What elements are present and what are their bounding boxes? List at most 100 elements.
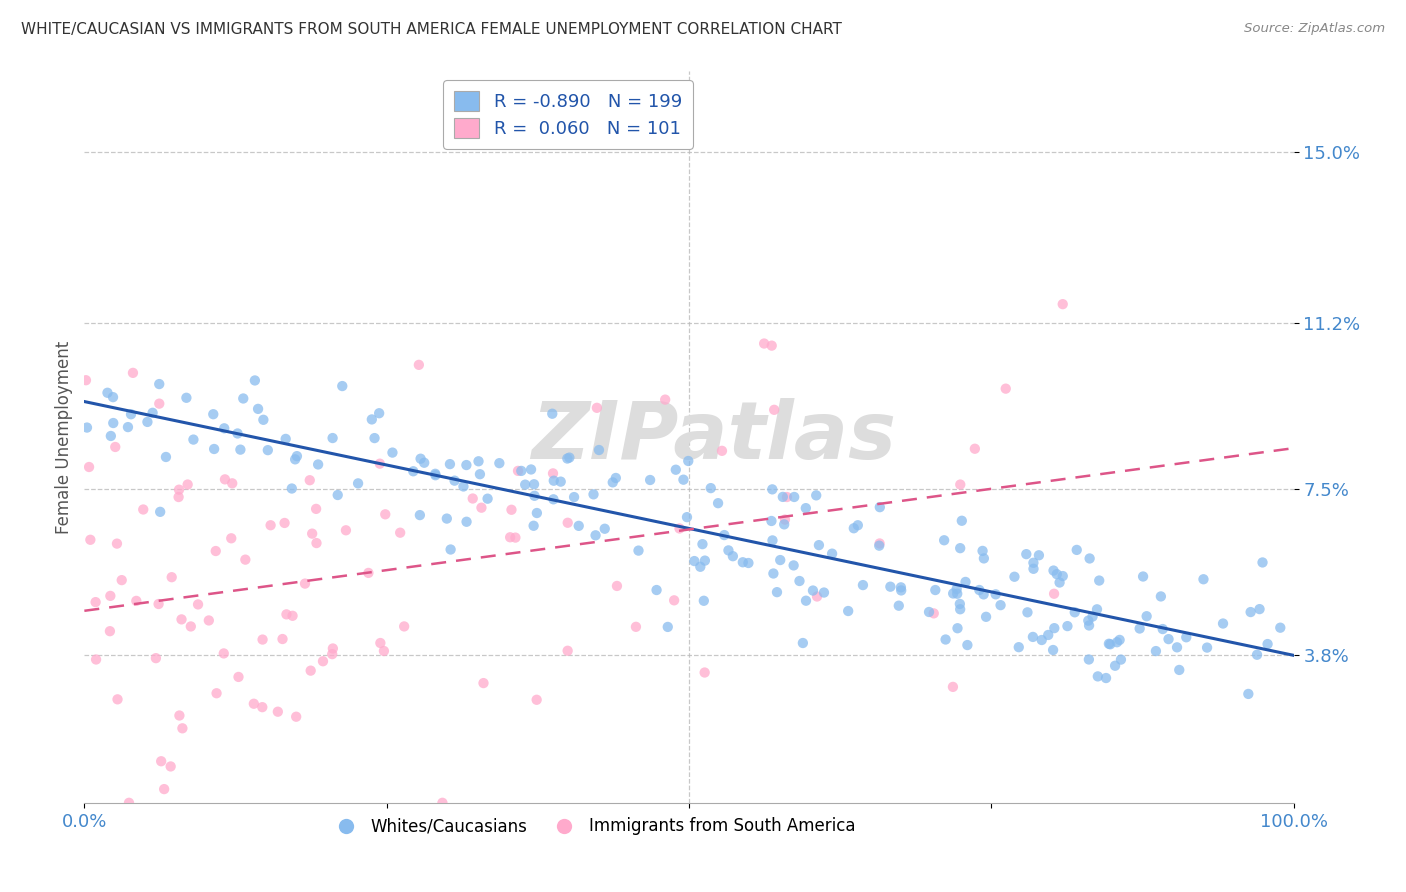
Point — [100, 429, 122, 443]
Point — [773, 512, 796, 526]
Point — [543, 492, 565, 507]
Point — [520, 462, 543, 476]
Point — [1081, 609, 1104, 624]
Point — [298, 473, 321, 487]
Point — [541, 467, 564, 481]
Point — [284, 452, 307, 467]
Point — [593, 522, 616, 536]
Point — [949, 597, 972, 611]
Point — [665, 463, 688, 477]
Point — [285, 709, 308, 723]
Point — [252, 632, 274, 647]
Point — [432, 796, 454, 810]
Point — [1088, 574, 1111, 588]
Point — [443, 474, 465, 488]
Point — [934, 533, 956, 548]
Point — [721, 549, 744, 564]
Point — [1257, 637, 1279, 651]
Point — [169, 708, 191, 723]
Point — [1129, 622, 1152, 636]
Legend: Whites/Caucasians, Immigrants from South America: Whites/Caucasians, Immigrants from South… — [322, 811, 862, 842]
Point — [887, 599, 910, 613]
Point — [148, 397, 170, 411]
Point — [120, 407, 142, 421]
Point — [956, 638, 979, 652]
Point — [963, 442, 986, 456]
Point — [1168, 663, 1191, 677]
Point — [425, 467, 447, 481]
Point — [202, 407, 225, 421]
Point — [104, 440, 127, 454]
Point — [627, 543, 650, 558]
Point — [176, 477, 198, 491]
Point — [1095, 671, 1118, 685]
Point — [1144, 644, 1167, 658]
Point — [256, 443, 278, 458]
Point — [212, 421, 235, 435]
Point — [96, 385, 118, 400]
Point — [436, 511, 458, 525]
Point — [219, 531, 242, 545]
Point — [101, 390, 124, 404]
Point — [183, 433, 205, 447]
Point — [924, 582, 946, 597]
Point — [1063, 605, 1085, 619]
Point — [305, 501, 328, 516]
Point — [1098, 637, 1121, 651]
Point — [159, 759, 181, 773]
Point — [111, 573, 134, 587]
Point — [557, 644, 579, 658]
Point — [84, 595, 107, 609]
Point — [506, 464, 529, 478]
Point — [1192, 572, 1215, 586]
Point — [710, 443, 733, 458]
Point — [477, 491, 499, 506]
Point — [969, 582, 991, 597]
Point — [155, 450, 177, 464]
Point — [281, 608, 304, 623]
Point — [252, 413, 274, 427]
Point — [501, 502, 523, 516]
Point — [707, 496, 730, 510]
Point — [1043, 621, 1066, 635]
Point — [955, 574, 977, 589]
Point — [243, 697, 266, 711]
Point — [176, 391, 198, 405]
Point — [357, 566, 380, 580]
Point — [321, 647, 343, 661]
Point — [122, 366, 145, 380]
Point — [301, 526, 323, 541]
Y-axis label: Female Unemployment: Female Unemployment — [55, 341, 73, 533]
Point — [259, 518, 281, 533]
Point — [654, 392, 676, 407]
Point — [285, 449, 308, 463]
Point — [942, 680, 965, 694]
Point — [918, 605, 941, 619]
Point — [439, 542, 461, 557]
Point — [869, 536, 891, 550]
Point — [1246, 648, 1268, 662]
Point — [271, 632, 294, 646]
Point — [949, 541, 972, 556]
Point — [281, 482, 304, 496]
Point — [150, 754, 173, 768]
Point — [243, 374, 266, 388]
Point — [470, 500, 492, 515]
Point — [117, 420, 139, 434]
Point — [389, 525, 412, 540]
Point — [76, 420, 98, 434]
Point — [1042, 564, 1064, 578]
Point — [1109, 652, 1132, 666]
Point — [557, 451, 579, 466]
Point — [852, 578, 875, 592]
Point — [846, 518, 869, 533]
Point — [766, 585, 789, 599]
Point — [103, 416, 125, 430]
Point — [588, 443, 610, 458]
Point — [1077, 652, 1099, 666]
Point — [1078, 551, 1101, 566]
Point — [935, 632, 957, 647]
Point — [942, 586, 965, 600]
Point — [1038, 628, 1060, 642]
Point — [1249, 602, 1271, 616]
